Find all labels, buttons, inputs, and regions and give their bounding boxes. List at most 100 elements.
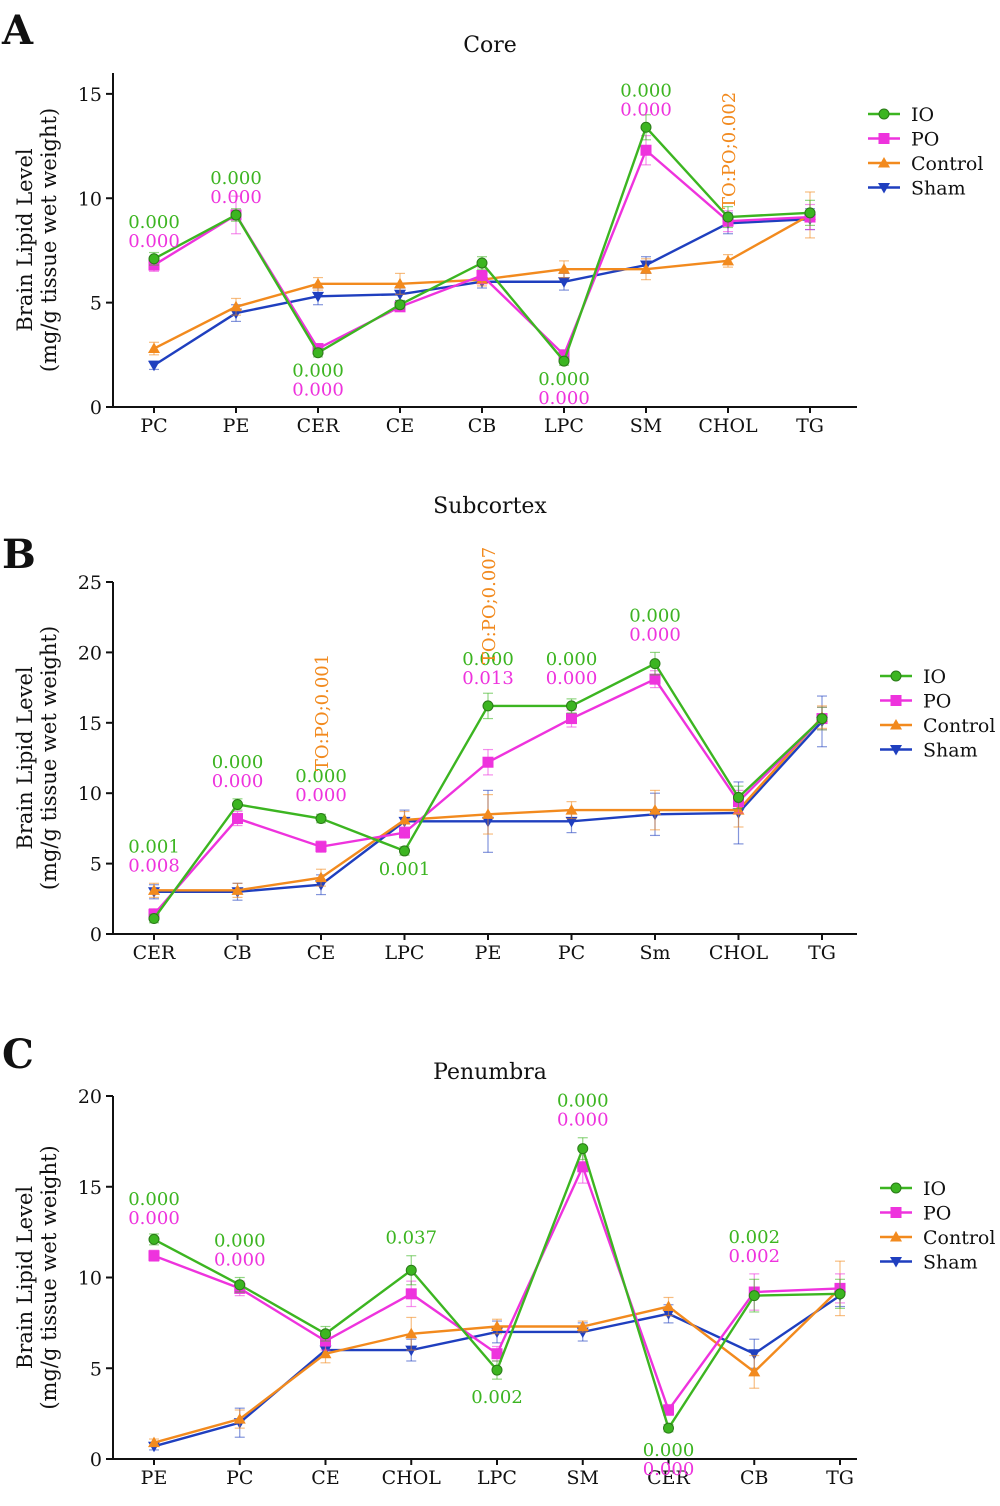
data-point [320, 1328, 331, 1340]
annotation-pvalue: 0.002 [728, 1246, 780, 1267]
data-point [319, 1347, 332, 1359]
x-tick-label: PE [223, 415, 250, 437]
legend-label: IO [923, 666, 946, 688]
data-point [398, 813, 411, 825]
legend-item-control: Control [880, 1227, 995, 1249]
x-tick-label: TG [808, 942, 836, 964]
chart-title: Core [463, 33, 517, 58]
legend-swatch-marker [890, 695, 902, 706]
data-point [230, 209, 242, 221]
data-point [748, 1349, 761, 1360]
annotation-pvalue: 0.001 [379, 859, 431, 880]
legend-item-po: PO [868, 129, 939, 151]
annotation-pvalue: 0.000 [557, 1091, 609, 1112]
series-io [148, 651, 828, 925]
annotation-pvalue: 0.013 [462, 668, 514, 689]
y-tick-label: 5 [90, 293, 102, 315]
data-point [148, 342, 160, 354]
data-point [640, 263, 652, 274]
annotation-pvalue: 0.000 [620, 99, 672, 120]
data-point [312, 291, 324, 303]
chart-title: Penumbra [433, 1060, 547, 1085]
x-tick-label: PE [141, 1467, 168, 1489]
y-tick-label: 25 [78, 572, 102, 594]
annotation-pvalue: 0.000 [128, 1189, 180, 1210]
y-axis-title: Brain Lipid Level(mg/g tissue wet weight… [13, 1145, 61, 1409]
y-axis-title: Brain Lipid Level(mg/g tissue wet weight… [13, 108, 61, 372]
data-point [405, 1288, 417, 1300]
x-tick-label: CER [647, 1467, 690, 1489]
data-point [148, 1250, 160, 1262]
annotation-pvalue: 0.000 [557, 1110, 609, 1131]
chart-panel-b: B Subcortex 0 5 10 15 20 25 CER CB CE LPC PE PC Sm CHOL… [2, 494, 995, 964]
x-tick-label: CER [133, 942, 176, 964]
legend-swatch-marker [890, 719, 902, 730]
data-point [148, 884, 160, 895]
x-tick-label: CHOL [382, 1467, 442, 1489]
x-tick-label: SM [567, 1467, 599, 1489]
annotation-pvalue: 0.000 [546, 668, 598, 689]
data-point [312, 277, 324, 289]
legend-item-sham: Sham [868, 178, 966, 200]
annotation-pvalue: 0.008 [128, 855, 180, 876]
data-point [558, 349, 570, 361]
legend-label: Sham [923, 740, 978, 762]
annotation-pvalue: 0.000 [538, 369, 590, 390]
annotation-pvalue: 0.000 [629, 605, 681, 626]
legend-item-io: IO [880, 1178, 946, 1200]
y-axis-title: Brain Lipid Level(mg/g tissue wet weight… [13, 626, 61, 890]
annotation-pvalue: 0.000 [629, 624, 681, 645]
annotation-pvalue: 0.002 [471, 1387, 523, 1408]
chart-panel-a: A Core 0 5 10 15 PC PE CER CE CB LPC SM CHOL TG Brain L… [1, 7, 983, 437]
data-point [233, 1413, 246, 1424]
y-tick-label: 5 [90, 1358, 102, 1380]
legend-swatch-marker [878, 108, 890, 120]
y-tick-label: 15 [78, 84, 102, 106]
data-point [231, 884, 244, 895]
y-tick-label: 10 [78, 783, 102, 805]
annotation-pvalue: 0.000 [643, 1440, 695, 1461]
legend-swatch-marker [890, 1231, 902, 1242]
data-point [232, 798, 243, 810]
data-point [232, 813, 243, 825]
data-point [748, 1365, 761, 1377]
x-tick-label: CHOL [709, 942, 769, 964]
data-point [649, 658, 661, 670]
annotation-pvalue-vertical: TO:PO;0.001 [312, 654, 333, 771]
data-point [566, 700, 577, 712]
annotation-pvalue: 0.000 [214, 1250, 266, 1271]
x-tick-label: CB [468, 415, 497, 437]
series-control [148, 705, 828, 898]
legend-label: IO [911, 104, 934, 126]
annotation-pvalue: 0.000 [292, 361, 344, 382]
data-point [640, 144, 652, 156]
data-point [394, 299, 406, 311]
x-tick-label: PC [140, 415, 167, 437]
data-point [405, 1327, 418, 1339]
x-tick-label: CHOL [698, 415, 758, 437]
y-tick-label: 5 [90, 854, 102, 876]
data-point [482, 756, 494, 768]
data-point [482, 808, 494, 819]
annotation-pvalue: 0.000 [538, 388, 590, 409]
annotation-pvalue: 0.000 [292, 380, 344, 401]
annotation-pvalue: 0.000 [462, 649, 514, 670]
y-axis-title-line: (mg/g tissue wet weight) [37, 626, 61, 890]
data-point [405, 1345, 418, 1357]
data-point [566, 713, 577, 725]
data-point [565, 804, 578, 815]
data-point [476, 269, 488, 281]
x-tick-label: LPC [477, 1467, 517, 1489]
data-point [663, 1422, 674, 1434]
x-tick-label: Sm [639, 942, 670, 964]
data-point [148, 1436, 160, 1448]
data-point [649, 673, 661, 685]
data-point [558, 263, 570, 274]
x-tick-label: PC [558, 942, 585, 964]
y-axis-title-line: (mg/g tissue wet weight) [37, 108, 61, 372]
annotation-pvalue: 0.037 [385, 1228, 437, 1249]
data-point [230, 300, 242, 312]
data-point [804, 207, 816, 219]
